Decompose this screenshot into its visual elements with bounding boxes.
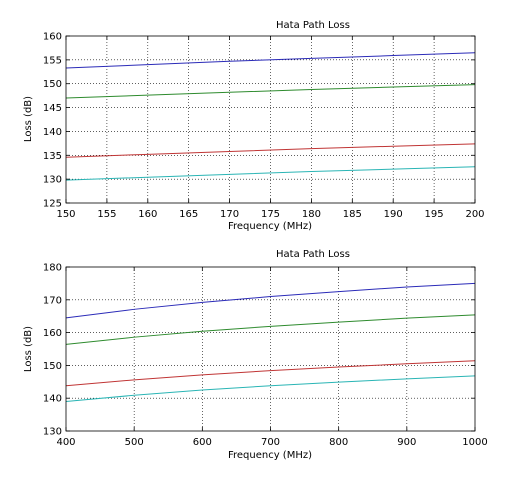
chart-1-xtick-label: 200	[465, 209, 484, 220]
chart-1-ytick-label: 160	[43, 32, 62, 43]
chart-2-xtick-label: 400	[56, 437, 75, 448]
chart-1-xtick-label: 160	[138, 209, 157, 220]
chart-2-ytick-label: 130	[43, 427, 62, 438]
chart-1-series-red-line	[65, 143, 476, 158]
chart-1-xtick-label: 195	[425, 209, 444, 220]
chart-1-ytick-label: 155	[43, 55, 62, 66]
chart-1-ytick-label: 130	[43, 175, 62, 186]
chart-2-xtick-label: 800	[329, 437, 348, 448]
chart-1-xtick-label: 150	[56, 209, 75, 220]
chart-2-series-green-line	[65, 314, 476, 345]
chart-1-xtick-label: 155	[97, 209, 116, 220]
chart-2-xtick-label: 1000	[462, 437, 487, 448]
chart-1-ytick-label: 140	[43, 127, 62, 138]
chart-2-xtick-label: 700	[261, 437, 280, 448]
chart-2-ylabel: Loss (dB)	[23, 326, 34, 372]
chart-2-series-blue-line	[65, 282, 476, 319]
chart-2-ytick-label: 170	[43, 295, 62, 306]
chart-1: Hata Path Loss 150 155 160 165 170 175 180 185 1…	[23, 20, 485, 232]
chart-2: Hata Path Loss 400 500 600 700 800 900 1000 13…	[23, 249, 488, 461]
chart-2-xtick-label: 900	[397, 437, 416, 448]
chart-2-title: Hata Path Loss	[276, 249, 350, 260]
chart-1-title: Hata Path Loss	[276, 20, 350, 31]
chart-1-xtick-label: 190	[384, 209, 403, 220]
chart-1-yticks: 125 130 135 140 145 150 155 160	[43, 32, 475, 210]
chart-2-grid	[66, 267, 475, 431]
chart-1-ylabel: Loss (dB)	[23, 96, 34, 142]
chart-2-ytick-label: 180	[43, 263, 62, 274]
chart-1-xtick-label: 175	[261, 209, 280, 220]
chart-2-ytick-label: 160	[43, 328, 62, 339]
chart-2-ytick-label: 140	[43, 394, 62, 405]
chart-1-xlabel: Frequency (MHz)	[228, 221, 312, 232]
chart-1-series-blue-line	[65, 52, 476, 69]
chart-1-xtick-label: 185	[343, 209, 362, 220]
chart-1-series	[65, 52, 476, 181]
chart-1-ytick-label: 150	[43, 79, 62, 90]
chart-2-xlabel: Frequency (MHz)	[228, 450, 312, 461]
chart-2-ytick-label: 150	[43, 361, 62, 372]
chart-1-series-green-line	[65, 84, 476, 99]
chart-1-xtick-label: 180	[302, 209, 321, 220]
chart-1-ytick-label: 135	[43, 151, 62, 162]
chart-2-series	[65, 282, 476, 402]
chart-1-xticks: 150 155 160 165 170 175 180 185 190 195 200	[56, 36, 485, 220]
chart-1-series-cyan-line	[65, 166, 476, 181]
chart-2-xtick-label: 500	[125, 437, 144, 448]
chart-2-yticks: 130 140 150 160 170 180	[43, 263, 475, 438]
chart-1-xtick-label: 170	[220, 209, 239, 220]
chart-1-ytick-label: 125	[43, 199, 62, 210]
chart-1-ytick-label: 145	[43, 103, 62, 114]
chart-2-series-red-line	[65, 360, 476, 387]
chart-2-xticks: 400 500 600 700 800 900 1000	[56, 267, 488, 448]
chart-2-xtick-label: 600	[193, 437, 212, 448]
chart-2-series-cyan-line	[65, 375, 476, 402]
chart-1-xtick-label: 165	[179, 209, 198, 220]
